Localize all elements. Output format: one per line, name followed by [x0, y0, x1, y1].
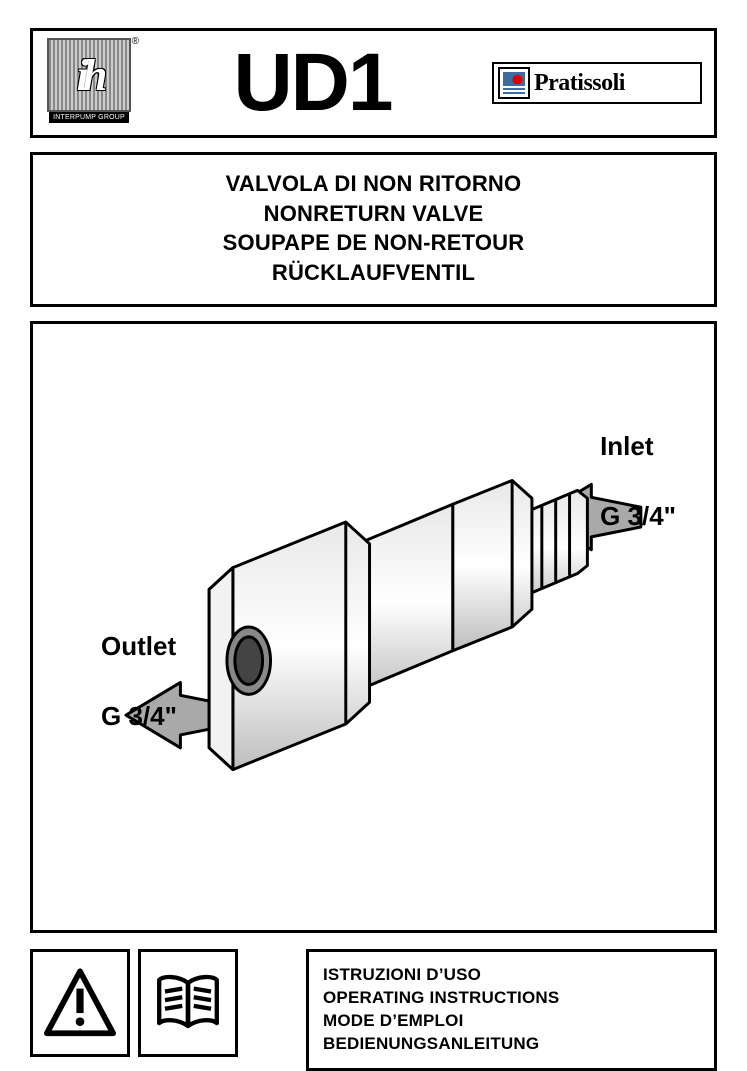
- instructions-it: ISTRUZIONI D’USO: [323, 964, 700, 987]
- logo-letters: ih: [77, 50, 102, 101]
- warning-icon-box: [30, 949, 130, 1057]
- manual-icon-box: [138, 949, 238, 1057]
- outlet-size: G 3/4": [101, 702, 177, 732]
- instructions-box: ISTRUZIONI D’USO OPERATING INSTRUCTIONS …: [306, 949, 717, 1071]
- logo-bar-text: INTERPUMP GROUP: [49, 112, 129, 123]
- pratissoli-logo: Pratissoli: [492, 62, 702, 104]
- interpump-logo: ® ih INTERPUMP GROUP: [45, 38, 133, 128]
- product-name-en: NONRETURN VALVE: [33, 199, 714, 229]
- outlet-label: Outlet: [101, 631, 176, 661]
- product-name-it: VALVOLA DI NON RITORNO: [33, 169, 714, 199]
- pratissoli-flag-icon: [498, 67, 530, 99]
- inlet-label-group: Inlet G 3/4": [600, 432, 676, 532]
- pratissoli-text: Pratissoli: [534, 70, 625, 97]
- inlet-size: G 3/4": [600, 502, 676, 532]
- instructions-en: OPERATING INSTRUCTIONS: [323, 987, 700, 1010]
- header-box: ® ih INTERPUMP GROUP UD1 Pratissoli: [30, 28, 717, 138]
- product-names-box: VALVOLA DI NON RITORNO NONRETURN VALVE S…: [30, 152, 717, 307]
- instructions-de: BEDIENUNGSANLEITUNG: [323, 1033, 700, 1056]
- model-title: UD1: [233, 42, 391, 124]
- inlet-label: Inlet: [600, 431, 653, 461]
- open-book-icon: [152, 967, 224, 1039]
- instructions-fr: MODE D’EMPLOI: [323, 1010, 700, 1033]
- product-name-de: RÜCKLAUFVENTIL: [33, 258, 714, 288]
- valve-drawing: [33, 324, 714, 930]
- outlet-label-group: Outlet G 3/4": [101, 632, 177, 732]
- footer-row: ISTRUZIONI D’USO OPERATING INSTRUCTIONS …: [30, 949, 717, 1071]
- product-name-fr: SOUPAPE DE NON-RETOUR: [33, 228, 714, 258]
- warning-icon: [44, 967, 116, 1039]
- valve-diagram-box: Inlet G 3/4" Outlet G 3/4": [30, 321, 717, 933]
- registered-mark: ®: [132, 36, 139, 47]
